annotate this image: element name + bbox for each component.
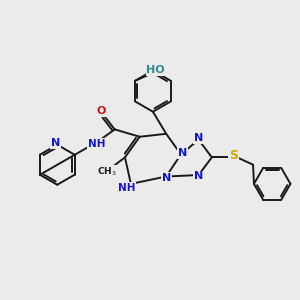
Text: NH: NH [118,183,135,193]
Text: N: N [178,148,187,158]
Text: CH$_3$: CH$_3$ [98,166,117,178]
Text: S: S [230,149,238,162]
Text: HO: HO [146,65,165,76]
Text: N: N [51,138,60,148]
Text: O: O [97,106,106,116]
Text: N: N [162,173,171,183]
Text: NH: NH [88,139,106,148]
Text: N: N [194,133,203,143]
Text: N: N [194,172,203,182]
